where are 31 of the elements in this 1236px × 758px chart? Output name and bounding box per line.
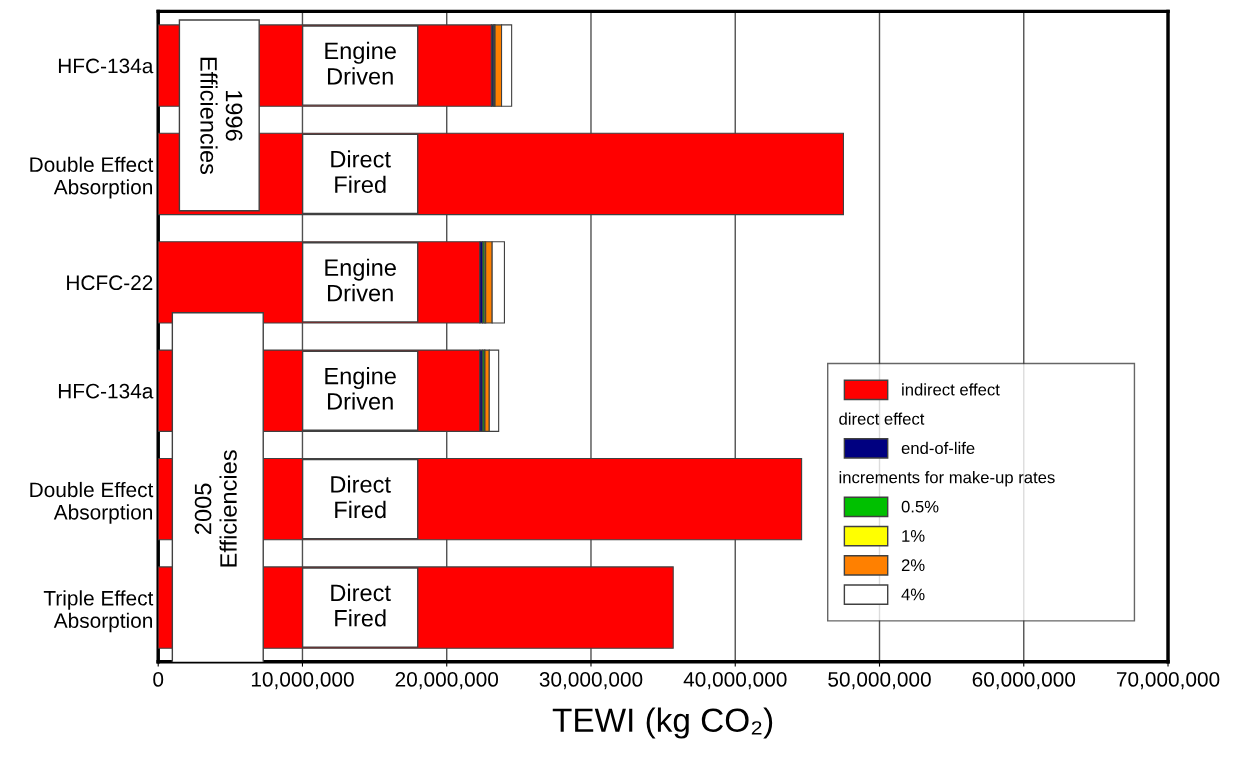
annotation: Direct Fired	[331, 475, 391, 519]
x-tick-label: 60,000,000	[972, 672, 1076, 690]
x-tick-label: 30,000,000	[539, 672, 643, 690]
annotation: Engine Driven	[325, 367, 396, 410]
legend-label: 1%	[902, 530, 925, 542]
legend-label: indirect effect	[902, 383, 1000, 396]
legend-label: end-of-life	[901, 441, 975, 455]
x-tick-label: 40,000,000	[683, 672, 787, 690]
y-tick-label: Double Effect Absorption	[30, 156, 154, 199]
x-axis-title: TEWI (kg CO₂)	[552, 707, 773, 739]
y-tick-label: HFC-134a	[58, 383, 154, 399]
y-tick-label: HCFC-22	[67, 275, 153, 291]
x-tick-label: 20,000,000	[395, 672, 499, 690]
annotation: 2005 Efficiencies	[194, 450, 237, 567]
legend-label: 4%	[901, 588, 925, 601]
x-tick-label: 10,000,000	[251, 672, 354, 690]
y-tick-label: Triple Effect Absorption	[43, 590, 154, 633]
x-tick-label: 70,000,000	[1116, 672, 1220, 690]
x-tick-label: 0	[153, 672, 164, 687]
annotation: 1996 Efficiencies	[200, 57, 243, 175]
y-tick-label: HFC-134a	[58, 58, 154, 74]
annotation: Engine Driven	[325, 258, 396, 302]
annotation: Engine Driven	[325, 41, 396, 85]
annotation: increments for make-up rates	[839, 471, 1055, 487]
annotation: Direct Fired	[331, 583, 391, 627]
y-tick-label: Double Effect Absorption	[30, 481, 154, 524]
annotation: direct effect	[839, 412, 925, 425]
legend-label: 0.5%	[901, 500, 939, 513]
annotation: Direct Fired	[331, 150, 391, 194]
x-tick-label: 50,000,000	[828, 672, 931, 690]
legend-label: 2%	[901, 559, 925, 571]
